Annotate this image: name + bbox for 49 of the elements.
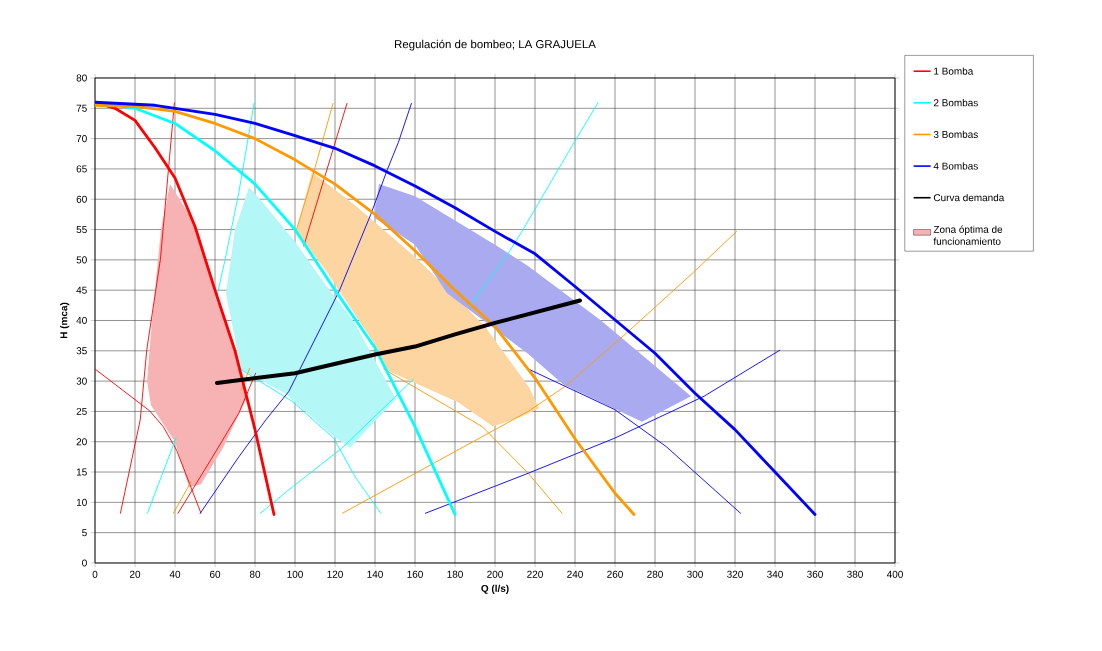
- line-series: [215, 298, 583, 385]
- x-tick-label: 80: [249, 570, 261, 578]
- y-tick-label: 30: [76, 377, 87, 385]
- x-tick-label: 380: [847, 570, 863, 578]
- x-tick-label: 220: [527, 570, 543, 578]
- x-tick-label: 160: [407, 570, 423, 578]
- y-tick-label: 20: [76, 438, 87, 446]
- legend-label: 1 Bomba: [934, 67, 974, 75]
- y-tick-label: 25: [76, 407, 87, 415]
- x-tick-label: 200: [487, 570, 503, 578]
- x-tick-label: 240: [567, 570, 583, 578]
- y-tick-label: 55: [76, 226, 87, 234]
- legend-label: 4 Bombas: [933, 162, 978, 170]
- y-tick-label: 80: [76, 74, 87, 82]
- y-axis-title: H (mca): [60, 302, 70, 339]
- x-tick-label: 180: [447, 570, 463, 578]
- y-tick-label: 40: [76, 316, 87, 325]
- x-tick-label: 40: [169, 570, 181, 578]
- x-tick-label: 0: [92, 570, 98, 578]
- y-tick-label: 45: [76, 286, 87, 294]
- x-axis-title: Q (l/s): [481, 584, 509, 594]
- x-tick-label: 20: [129, 570, 141, 578]
- x-tick-label: 400: [886, 570, 903, 578]
- chart-title: Regulación de bombeo; LA GRAJUELA: [395, 39, 596, 51]
- y-tick-label: 10: [76, 498, 87, 506]
- x-tick-label: 260: [607, 570, 623, 578]
- legend-label: 2 Bombas: [933, 99, 978, 107]
- x-tick-label: 340: [767, 570, 783, 578]
- y-tick-label: 5: [82, 529, 87, 537]
- legend-label: 3 Bombas: [933, 130, 978, 138]
- legend-label: Zona óptima de funcionamiento: [933, 225, 1003, 245]
- x-tick-label: 140: [367, 570, 383, 578]
- y-tick-label: 65: [76, 165, 87, 173]
- y-tick-label: 70: [76, 135, 87, 143]
- x-tick-label: 300: [687, 570, 703, 578]
- x-tick-label: 60: [209, 570, 221, 578]
- x-tick-label: 280: [647, 570, 663, 578]
- x-tick-label: 320: [727, 570, 743, 578]
- legend-label: Curva demanda: [933, 193, 1005, 202]
- line-series: [468, 102, 599, 309]
- y-tick-label: 0: [82, 559, 87, 567]
- y-tick-label: 75: [76, 104, 87, 112]
- y-tick-label: 15: [76, 468, 87, 476]
- x-tick-label: 100: [287, 570, 303, 578]
- y-tick-label: 60: [76, 195, 87, 203]
- x-tick-label: 360: [807, 570, 823, 578]
- x-tick-label: 120: [327, 570, 343, 578]
- y-tick-label: 50: [76, 256, 87, 264]
- y-tick-label: 35: [76, 347, 87, 355]
